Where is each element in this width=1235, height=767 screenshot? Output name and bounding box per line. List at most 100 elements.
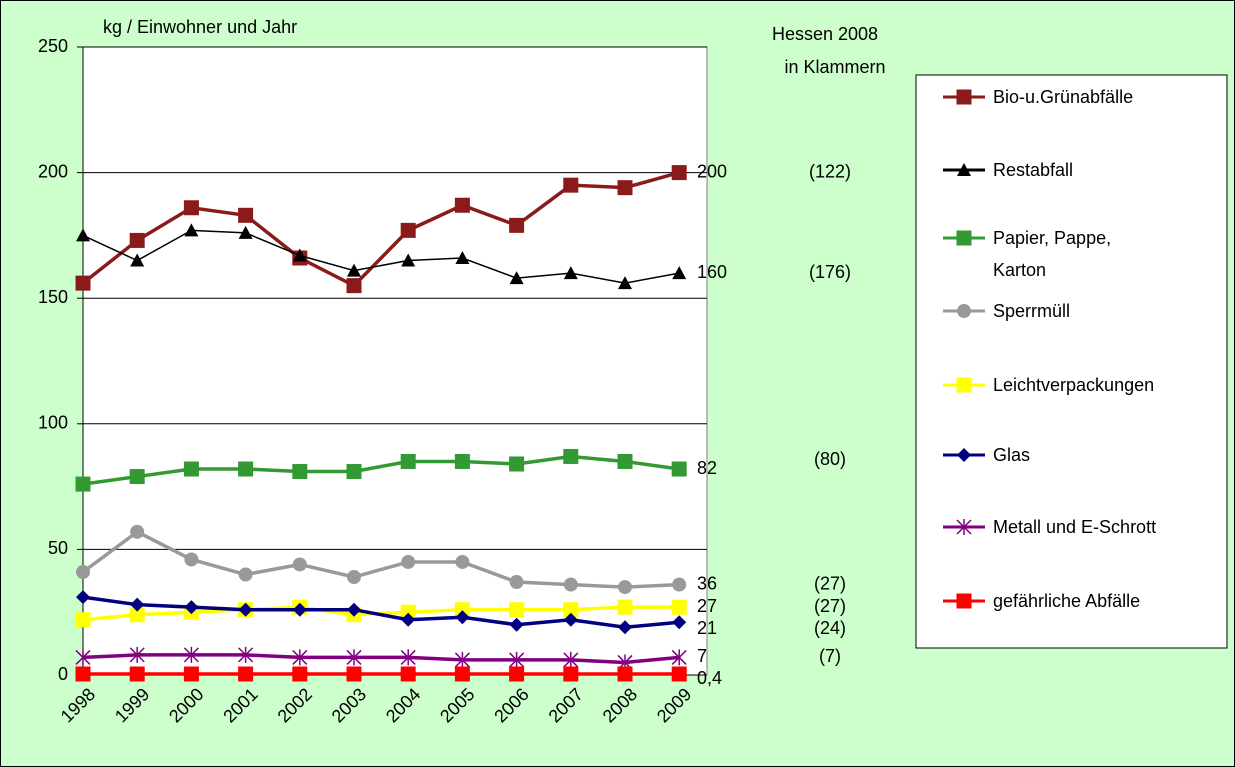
marker — [183, 666, 199, 682]
marker — [238, 461, 254, 477]
marker — [617, 180, 633, 196]
marker — [509, 666, 525, 682]
series-line — [81, 170, 680, 288]
marker — [292, 557, 307, 572]
marker — [347, 602, 361, 617]
marker — [75, 649, 91, 666]
marker — [563, 577, 578, 592]
marker — [184, 552, 199, 567]
series-line — [81, 529, 680, 589]
series-markers — [75, 666, 687, 682]
marker — [400, 649, 416, 666]
data-label: 0,4 — [697, 668, 722, 688]
marker — [347, 570, 361, 585]
marker — [671, 461, 687, 477]
marker — [130, 524, 145, 539]
marker — [956, 377, 972, 393]
marker — [672, 266, 687, 280]
marker — [671, 649, 687, 666]
y-tick-label: 100 — [38, 413, 68, 433]
marker — [400, 222, 416, 238]
marker — [75, 612, 91, 628]
marker — [129, 646, 145, 663]
data-label: 27 — [697, 596, 717, 616]
marker — [238, 666, 254, 682]
marker — [509, 617, 524, 632]
marker — [454, 453, 470, 469]
series-line — [82, 229, 680, 284]
annotation: (27) — [814, 573, 846, 593]
series-markers — [76, 524, 687, 595]
marker — [671, 165, 687, 181]
series-markers — [75, 448, 687, 492]
marker — [618, 620, 632, 635]
marker — [957, 163, 971, 176]
marker — [618, 580, 632, 595]
annotation: (80) — [814, 449, 846, 469]
marker — [129, 232, 145, 248]
marker — [563, 666, 579, 682]
marker — [672, 577, 687, 592]
marker — [671, 666, 687, 682]
marker — [346, 464, 362, 480]
y-axis-label: kg / Einwohner und Jahr — [103, 17, 297, 37]
marker — [454, 666, 470, 682]
marker — [618, 276, 632, 290]
marker — [183, 200, 199, 216]
marker — [509, 602, 525, 618]
legend-label: Metall und E-Schrott — [993, 517, 1157, 537]
marker — [347, 263, 361, 277]
marker — [292, 666, 308, 682]
marker — [238, 602, 253, 617]
data-label: 160 — [697, 262, 727, 282]
data-label: 7 — [697, 646, 707, 666]
marker — [509, 456, 525, 472]
marker — [130, 597, 145, 612]
y-tick-label: 250 — [38, 36, 68, 56]
marker — [957, 304, 971, 318]
data-label: 200 — [697, 161, 727, 181]
legend-label: Glas — [993, 445, 1031, 465]
marker — [956, 593, 972, 609]
legend-label: Bio-u.Grünabfälle — [993, 87, 1134, 107]
y-tick-label: 200 — [38, 161, 68, 181]
marker — [238, 225, 253, 239]
marker — [400, 453, 416, 469]
marker — [75, 275, 91, 291]
annotation-title: Hessen 2008 — [772, 24, 878, 44]
y-tick-label: 150 — [38, 287, 68, 307]
marker — [76, 565, 90, 580]
marker — [454, 197, 470, 213]
marker — [956, 519, 972, 535]
marker — [455, 610, 470, 625]
marker — [346, 666, 362, 682]
y-tick-label: 50 — [48, 538, 68, 558]
marker — [956, 230, 972, 246]
marker — [130, 253, 145, 267]
marker — [183, 461, 199, 477]
marker — [400, 666, 416, 682]
marker — [346, 649, 362, 666]
y-tick-label: 0 — [58, 664, 68, 684]
series-markers — [76, 590, 687, 635]
series-line — [82, 454, 680, 486]
annotation: (27) — [814, 596, 846, 616]
marker — [75, 666, 91, 682]
marker — [617, 599, 633, 615]
marker — [401, 253, 416, 267]
marker — [509, 217, 525, 233]
annotation: (7) — [819, 646, 841, 666]
marker — [238, 567, 253, 582]
marker — [292, 602, 307, 617]
data-label: 36 — [697, 573, 717, 593]
annotation: (122) — [809, 161, 851, 181]
marker — [346, 278, 362, 294]
marker — [401, 554, 416, 569]
marker — [76, 228, 90, 242]
marker — [563, 651, 579, 668]
legend-label: Leichtverpackungen — [993, 375, 1155, 395]
series-line — [82, 595, 680, 630]
annotation: (176) — [809, 262, 851, 282]
